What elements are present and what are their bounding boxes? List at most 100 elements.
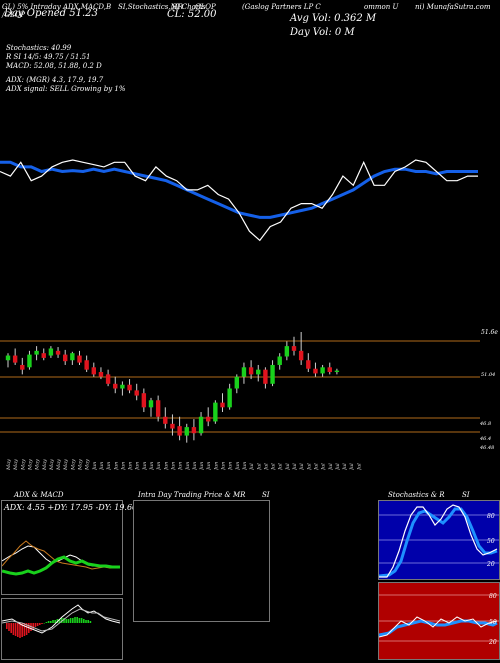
macd-bar [89,621,92,623]
date-tick-label: 01 Jun [92,462,98,470]
header-day-open: Day Opened 51.23 [4,8,98,19]
candle-body [248,367,254,375]
date-tick-label: 16 Jun [170,462,176,470]
candle-body [34,350,39,355]
date-tick-label: 21 Jun [192,462,198,470]
macd-bar [63,618,65,623]
stoch-label-50: 50 [487,538,495,545]
candle-body [327,367,332,373]
macd-bar [14,623,17,636]
header-title-2: SI,Stochastics,MR [118,3,184,11]
stoch-rsi-title: Stochastics & R [388,491,445,499]
avg-volume: Avg Vol: 0.362 M [290,13,377,24]
candle-body [234,376,239,389]
candle-body [105,374,111,384]
macd-bar [19,623,21,638]
candle-body [177,426,182,436]
candle-body [134,390,139,396]
date-tick-label: 30 May [78,459,84,470]
date-tick-label: 05 Jun [106,462,112,470]
date-tick-label: 24 May [56,459,62,470]
date-tick-label: 12 Jun [142,462,148,470]
macd-bar [6,623,8,629]
candle-body [170,423,175,429]
candle-body [20,364,25,370]
stochastics-panel: 80 50 20 [378,500,500,580]
date-tick-label: 11 Jul [285,463,291,470]
date-tick-label: 18 Jul [321,463,327,470]
candle-body [206,416,211,422]
rsi-label-20: 20 [488,639,497,646]
candle-body [27,354,32,368]
header-close: CL: 52.00 [167,9,217,20]
main-price-chart: 51.6e 51.04 46.8 46.4 46.48 15 May 16 May… [0,159,498,470]
macd-bar [43,623,45,624]
date-tick-label: 15 Jun [163,462,169,470]
macd-bar [69,618,72,623]
adx-signal-readout: ADX signal: SELL Growing by 1% [6,85,126,93]
candle-body [127,384,132,391]
candle-body [320,367,325,374]
macd-bar [54,620,56,623]
macd-bar [39,623,41,625]
price-level-low3: 46.48 [479,445,494,451]
date-tick-label: 27 Jun [221,462,227,470]
date-tick-label: 05 Jul [256,463,262,470]
candle-body [120,384,125,389]
date-tick-label: 23 Jun [206,462,212,470]
macd-bar [65,619,67,623]
stoch-rsi-title-2: SI [462,491,470,499]
candle-body [184,427,189,436]
date-tick-label: 06 Jun [113,462,119,470]
stoch-label-20: 20 [486,561,495,568]
macd-bar [72,618,74,623]
macd-readout: MACD: 52.08, 51.88, 0.2 D [6,62,102,70]
date-tick-label: 19 Jul [328,463,334,470]
date-tick-label: 20 Jul [335,463,341,470]
candle-body [148,400,154,408]
header-title-1: GL) 5% Intraday ADX,MACD,B [2,3,112,11]
macd-bar [10,623,12,633]
price-level-top: 51.6e [481,329,498,336]
intraday-title-2: SI [262,491,270,499]
candle-body [270,364,275,384]
macd-bar [78,618,81,623]
date-tick-label: 19 Jun [178,462,184,470]
date-tick-label: 25 Jul [356,463,362,470]
candle-body [220,402,225,408]
date-tick-label: 06 Jul [263,463,269,470]
macd-bar [52,620,54,623]
stochastics-readout: Stochastics: 40.99 [6,44,72,52]
date-tick-label: 18 May [27,459,33,470]
macd-bar [25,623,28,635]
candle-body [256,369,261,375]
rsi-label-80: 80 [489,593,497,600]
adx-lines [2,540,121,576]
date-tick-label: 03 Jul [249,463,255,470]
macd-bar [50,621,52,623]
candle-body [163,416,168,424]
header-site: ni) MunafaSutra.com [415,3,491,11]
candle-body [306,360,311,369]
price-level-low1: 46.8 [479,421,491,427]
candle-body [241,367,247,377]
macd-bar [12,623,15,635]
date-tick-label: 22 Jun [199,462,205,470]
macd-bar [17,623,19,637]
date-tick-label: 30 Jun [242,462,248,470]
date-tick-label: 25 May [63,459,69,470]
macd-bar [83,619,85,623]
candle-body [41,353,46,358]
candle-body [334,370,340,373]
macd-panel [1,598,123,660]
macd-bar [87,620,89,623]
adx-macd-title: ADX & MACD [14,491,64,499]
rsi-lines: 80 50 20 [378,593,499,646]
date-tick-label: 26 Jun [213,462,219,470]
macd-bar [34,623,37,627]
macd-signal-line [1,608,121,632]
date-tick-label: 22 May [42,459,48,470]
candle-body [227,388,232,408]
macd-histogram [1,604,121,638]
macd-bar [74,617,76,623]
